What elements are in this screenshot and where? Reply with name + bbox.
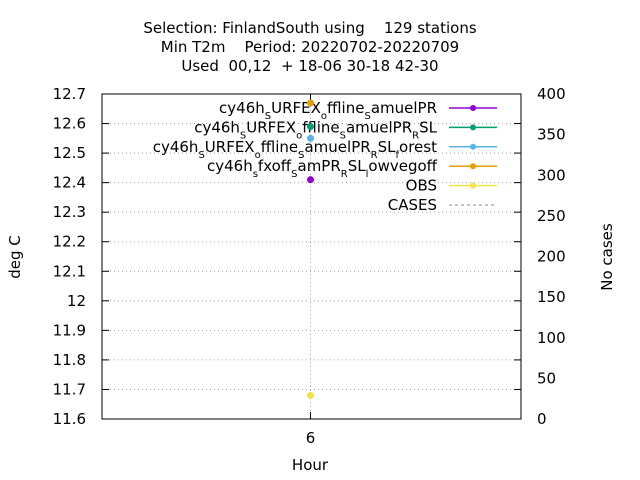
title-line: Used 00,12 + 18-06 30-18 42-30	[181, 57, 438, 75]
legend-marker	[470, 182, 476, 189]
legend: cy46hSURFEXofflineSamuelPRcy46hSURFEXoff…	[153, 99, 497, 214]
data-point	[307, 176, 314, 184]
y-tick-label: 12.6	[53, 115, 86, 133]
y-axis: 11.6 11.7 11.8 11.9 12 12.1 12.2 12.3 12.4 12.5 12…	[53, 85, 521, 428]
y-tick-label: 11.9	[53, 321, 86, 339]
legend-label: OBS	[406, 177, 437, 195]
data-point	[307, 123, 314, 130]
y-tick-label: 12.7	[53, 85, 86, 103]
y-tick-label: 12.5	[53, 144, 86, 162]
legend-marker	[470, 143, 476, 150]
y2-tick-label: 0	[537, 410, 547, 428]
y2-tick-label: 350	[537, 126, 566, 144]
y2-tick-label: 400	[537, 85, 566, 103]
plot-frame	[101, 93, 522, 420]
x-tick-label: 6	[306, 429, 316, 447]
data-point	[307, 391, 314, 399]
y-tick-label: 12.4	[53, 174, 86, 192]
y-tick-label: 12.3	[53, 203, 86, 221]
data-point	[307, 99, 314, 107]
y-tick-label: 12.1	[53, 262, 86, 280]
legend-marker	[470, 105, 476, 111]
legend-label: cy46hSURFEXofflineSamuelPRRSL	[194, 118, 437, 141]
y-tick-label: 11.7	[53, 380, 86, 398]
legend-label: cy46hsfxoffSamPRRSLlowvegoff	[207, 157, 438, 180]
chart-title: Selection: FinlandSouth using 129 statio…	[143, 19, 477, 75]
y2-tick-label: 200	[537, 248, 566, 266]
y2-axis-label: No cases	[598, 223, 616, 291]
x-axis-label: Hour	[292, 456, 329, 474]
y2-tick-label: 300	[537, 166, 566, 184]
y-tick-label: 11.6	[53, 410, 86, 428]
y-axis-label: deg C	[6, 235, 24, 279]
y2-tick-label: 150	[537, 288, 566, 306]
legend-marker	[470, 124, 476, 131]
y2-tick-label: 50	[537, 369, 556, 387]
legend-label: cy46hSURFEXofflineSamuelPRRSLforest	[153, 138, 437, 161]
data-point	[307, 134, 314, 142]
y2-tick-label: 250	[537, 207, 566, 225]
title-line: Min T2m Period: 20220702-20220709	[161, 38, 459, 56]
y-tick-label: 12	[67, 292, 86, 310]
legend-label: CASES	[388, 196, 437, 214]
y-tick-label: 11.8	[53, 351, 86, 369]
y2-tick-label: 100	[537, 329, 566, 347]
data-points	[307, 99, 314, 399]
legend-marker	[470, 163, 476, 170]
y-tick-label: 12.2	[53, 233, 86, 251]
y2-axis: 0 50 100 150 200 250 300 350 400	[537, 85, 566, 428]
title-line: Selection: FinlandSouth using 129 statio…	[143, 19, 477, 37]
